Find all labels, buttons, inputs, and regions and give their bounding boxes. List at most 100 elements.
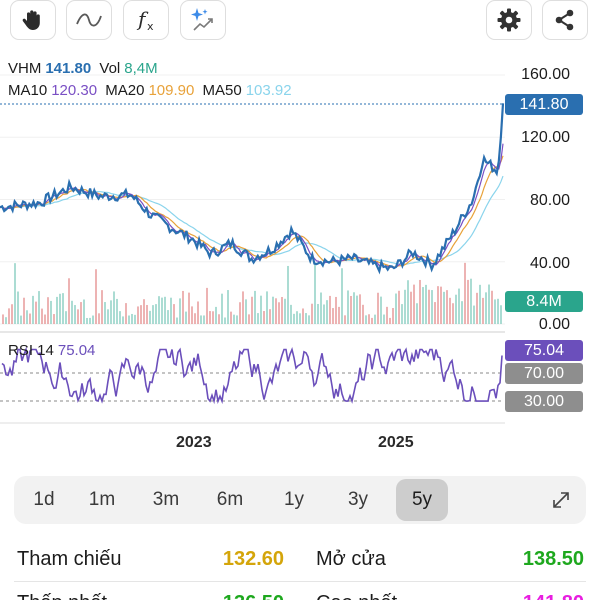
y-tick-80: 80.00 bbox=[529, 192, 570, 209]
volume-bar bbox=[227, 290, 229, 324]
volume-bar bbox=[482, 297, 484, 324]
volume-bar bbox=[224, 317, 226, 324]
volume-bar bbox=[74, 305, 76, 324]
volume-bar bbox=[26, 310, 28, 324]
volume-bar bbox=[368, 314, 370, 324]
range-1m[interactable]: 1m bbox=[88, 489, 116, 510]
fullscreen-button[interactable] bbox=[540, 479, 582, 521]
volume-badge: 8.4M bbox=[505, 291, 583, 312]
volume-bar bbox=[362, 304, 364, 324]
volume-bar bbox=[41, 308, 43, 324]
gear-icon bbox=[497, 8, 521, 32]
volume-bar bbox=[62, 293, 64, 324]
volume-bar bbox=[5, 317, 7, 324]
volume-bar bbox=[95, 269, 97, 324]
volume-bar bbox=[164, 296, 166, 324]
volume-bar bbox=[11, 304, 13, 324]
range-1d[interactable]: 1d bbox=[33, 489, 55, 510]
volume-bar bbox=[50, 300, 52, 324]
indicator-button[interactable]: f x bbox=[123, 0, 169, 40]
volume-bar bbox=[464, 262, 466, 324]
volume-bar bbox=[92, 315, 94, 324]
range-3m[interactable]: 3m bbox=[152, 489, 180, 510]
reference-value: 132.60 bbox=[222, 548, 284, 570]
volume-bar bbox=[20, 315, 22, 324]
range-1y[interactable]: 1y bbox=[283, 489, 305, 510]
share-button[interactable] bbox=[542, 0, 588, 40]
chart-canvas[interactable] bbox=[0, 52, 600, 462]
ma50-label: MA50 bbox=[202, 82, 242, 99]
range-3y[interactable]: 3y bbox=[347, 489, 369, 510]
volume-bar bbox=[299, 313, 301, 324]
volume-bar bbox=[233, 314, 235, 324]
low-label: Thấp nhất bbox=[17, 592, 107, 600]
rsi-label: RSI 14 bbox=[8, 342, 54, 359]
volume-bar bbox=[491, 290, 493, 324]
grid-lines bbox=[0, 74, 505, 325]
volume-bar bbox=[419, 279, 421, 324]
volume-bar bbox=[8, 308, 10, 324]
volume-bar bbox=[389, 317, 391, 324]
volume-bar bbox=[428, 289, 430, 324]
volume-bar bbox=[110, 300, 112, 324]
volume-bar bbox=[308, 315, 310, 324]
volume-bar bbox=[425, 284, 427, 324]
volume-bar bbox=[455, 294, 457, 324]
volume-bar bbox=[356, 295, 358, 324]
volume-bar bbox=[128, 315, 130, 324]
volume-bar bbox=[2, 314, 4, 324]
settings-button[interactable] bbox=[486, 0, 532, 40]
volume-bar bbox=[467, 279, 469, 324]
ma10-value: 120.30 bbox=[51, 82, 98, 99]
volume-bar bbox=[122, 316, 124, 324]
draw-line-button[interactable] bbox=[66, 0, 112, 40]
volume-bars bbox=[2, 262, 502, 324]
function-fx-icon: f x bbox=[136, 7, 154, 33]
volume-bar bbox=[278, 302, 280, 324]
sparkle-chart-icon bbox=[191, 8, 213, 31]
svg-text:x: x bbox=[147, 20, 154, 33]
last-price-badge: 141.80 bbox=[505, 94, 583, 115]
volume-bar bbox=[68, 278, 70, 324]
volume-bar bbox=[185, 311, 187, 324]
volume-bar bbox=[158, 296, 160, 324]
volume-bar bbox=[284, 298, 286, 324]
ai-analysis-button[interactable] bbox=[180, 0, 226, 40]
time-range-selector: 1d 1m 3m 6m 1y 3y 5y bbox=[14, 476, 586, 524]
hand-drag-button[interactable] bbox=[10, 0, 56, 40]
volume-bar bbox=[434, 302, 436, 324]
volume-bar bbox=[137, 306, 139, 324]
volume-bar bbox=[263, 311, 265, 324]
price-chart[interactable]: VHM 141.80 Vol 8,4M MA10 120.30 MA20 109.90 … bbox=[0, 52, 600, 462]
rsi-legend: RSI 14 75.04 bbox=[8, 342, 99, 359]
volume-bar bbox=[371, 317, 373, 324]
volume-bar bbox=[32, 295, 34, 324]
volume-bar bbox=[341, 268, 343, 324]
volume-bar bbox=[326, 300, 328, 324]
volume-bar bbox=[314, 264, 316, 324]
volume-bar bbox=[29, 313, 31, 324]
volume-bar bbox=[272, 296, 274, 324]
rsi-30-badge: 30.00 bbox=[505, 391, 583, 412]
volume-bar bbox=[446, 290, 448, 324]
volume-bar bbox=[473, 305, 475, 324]
volume-bar bbox=[470, 278, 472, 324]
volume-bar bbox=[83, 299, 85, 324]
volume-bar bbox=[392, 308, 394, 324]
volume-bar bbox=[107, 309, 109, 324]
open-value: 138.50 bbox=[522, 548, 584, 570]
volume-bar bbox=[173, 304, 175, 324]
volume-bar bbox=[497, 298, 499, 324]
volume-bar bbox=[161, 297, 163, 324]
volume-bar bbox=[104, 302, 106, 324]
volume-bar bbox=[302, 308, 304, 324]
volume-bar bbox=[218, 314, 220, 324]
volume-bar bbox=[476, 292, 478, 324]
volume-bar bbox=[296, 311, 298, 324]
range-6m[interactable]: 6m bbox=[216, 489, 244, 510]
range-5y[interactable]: 5y bbox=[396, 479, 448, 521]
volume-bar bbox=[410, 291, 412, 324]
volume-bar bbox=[422, 287, 424, 324]
volume-bar bbox=[383, 314, 385, 324]
volume-bar bbox=[194, 313, 196, 324]
